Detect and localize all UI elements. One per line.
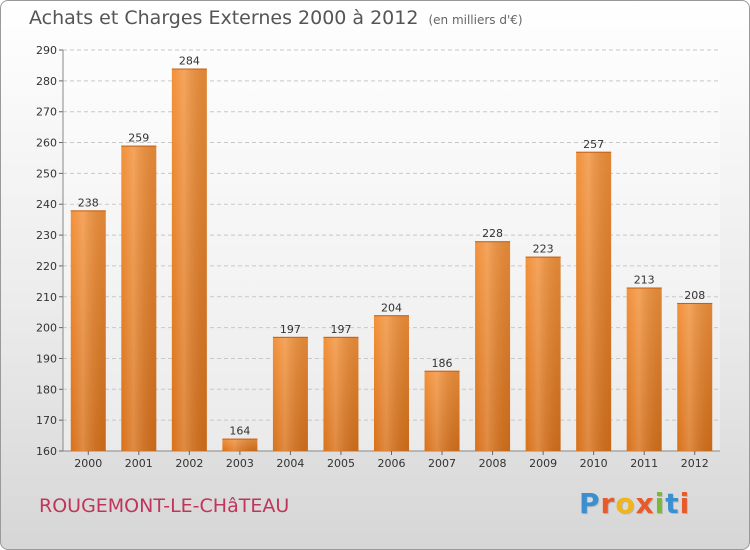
x-tick-label: 2003 bbox=[226, 457, 254, 470]
data-label: 213 bbox=[634, 274, 655, 287]
city-name: ROUGEMONT-LE-CHâTEAU bbox=[39, 495, 290, 517]
data-label: 197 bbox=[280, 323, 301, 336]
x-tick-label: 2009 bbox=[529, 457, 557, 470]
data-label: 284 bbox=[179, 55, 200, 68]
chart-title: Achats et Charges Externes 2000 à 2012 (e… bbox=[29, 7, 523, 29]
y-tick-label: 290 bbox=[36, 44, 57, 57]
bar-shade bbox=[677, 302, 713, 451]
x-tick-label: 2005 bbox=[327, 457, 355, 470]
y-tick-label: 250 bbox=[36, 167, 57, 180]
x-tick-label: 2007 bbox=[428, 457, 456, 470]
x-tick-label: 2008 bbox=[479, 457, 507, 470]
logo-letter: r bbox=[600, 487, 616, 520]
data-label: 197 bbox=[330, 323, 351, 336]
data-label: 204 bbox=[381, 301, 402, 314]
title-text: Achats et Charges Externes 2000 à 2012 bbox=[29, 7, 419, 29]
bar-shade bbox=[70, 210, 106, 451]
y-tick-label: 220 bbox=[36, 260, 57, 273]
logo-letter: x bbox=[635, 487, 655, 520]
data-label: 259 bbox=[128, 132, 149, 145]
data-label: 186 bbox=[432, 357, 453, 370]
y-tick-label: 260 bbox=[36, 137, 57, 150]
x-tick-label: 2006 bbox=[378, 457, 406, 470]
y-tick-label: 180 bbox=[36, 383, 57, 396]
y-tick-label: 200 bbox=[36, 322, 57, 335]
data-label: 228 bbox=[482, 227, 503, 240]
y-tick-label: 160 bbox=[36, 445, 57, 458]
chart-subtitle: (en milliers d'€) bbox=[428, 13, 523, 27]
bar-shade bbox=[222, 438, 258, 451]
x-tick-label: 2012 bbox=[681, 457, 709, 470]
x-tick-label: 2004 bbox=[276, 457, 304, 470]
bar-shade bbox=[121, 145, 157, 451]
data-label: 208 bbox=[684, 289, 705, 302]
y-tick-label: 270 bbox=[36, 106, 57, 119]
logo-letter: i bbox=[679, 487, 691, 520]
x-tick-label: 2010 bbox=[580, 457, 608, 470]
bar-shade bbox=[323, 336, 359, 451]
logo-letter: t bbox=[665, 487, 680, 520]
x-tick-label: 2002 bbox=[175, 457, 203, 470]
data-label: 238 bbox=[78, 196, 99, 209]
logo-letter: i bbox=[654, 487, 666, 520]
logo-letter: o bbox=[615, 487, 636, 520]
bar-shade bbox=[626, 287, 662, 451]
proxiti-logo: Proxiti bbox=[579, 487, 690, 520]
bar-shade bbox=[576, 151, 612, 452]
y-tick-label: 210 bbox=[36, 291, 57, 304]
y-tick-label: 170 bbox=[36, 414, 57, 427]
y-tick-label: 190 bbox=[36, 352, 57, 365]
x-tick-label: 2001 bbox=[125, 457, 153, 470]
bar-shade bbox=[525, 256, 561, 451]
bar-shade bbox=[475, 241, 511, 451]
y-tick-label: 280 bbox=[36, 75, 57, 88]
y-tick-label: 240 bbox=[36, 198, 57, 211]
logo-letter: P bbox=[579, 487, 601, 520]
x-tick-label: 2011 bbox=[630, 457, 658, 470]
data-label: 164 bbox=[229, 425, 250, 438]
x-tick-label: 2000 bbox=[74, 457, 102, 470]
bar-shade bbox=[374, 315, 409, 451]
bar-shade bbox=[424, 370, 460, 451]
data-label: 257 bbox=[583, 138, 604, 151]
bar-shade bbox=[272, 336, 308, 451]
data-label: 223 bbox=[533, 243, 554, 256]
bar-shade bbox=[171, 68, 207, 451]
y-tick-label: 230 bbox=[36, 229, 57, 242]
